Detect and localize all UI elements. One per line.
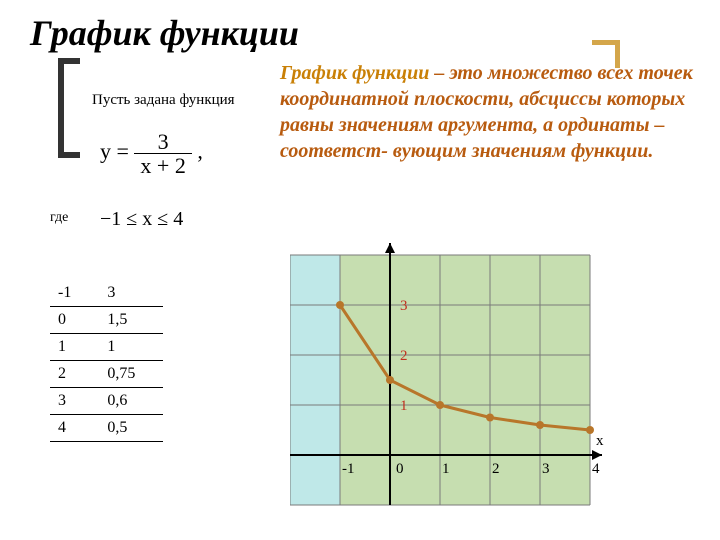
svg-text:2: 2 bbox=[492, 461, 500, 477]
intro-text: Пусть задана функция bbox=[92, 92, 235, 109]
formula-fraction: 3 x + 2 bbox=[134, 130, 191, 177]
table-cell-x: -1 bbox=[50, 280, 99, 307]
table-row: -13 bbox=[50, 280, 163, 307]
svg-text:1: 1 bbox=[442, 461, 450, 477]
table-row: 11 bbox=[50, 334, 163, 361]
formula-denominator: x + 2 bbox=[134, 154, 191, 177]
table-row: 01,5 bbox=[50, 307, 163, 334]
value-table: -1301,51120,7530,640,5 bbox=[50, 280, 163, 442]
table-cell-x: 0 bbox=[50, 307, 99, 334]
definition-lead: График функции bbox=[280, 62, 429, 84]
table-cell-x: 1 bbox=[50, 334, 99, 361]
decor-bracket bbox=[58, 58, 80, 158]
domain-range: −1 ≤ x ≤ 4 bbox=[100, 208, 183, 231]
table-cell-y: 1 bbox=[99, 334, 163, 361]
definition-text: График функции – это множество всех точе… bbox=[280, 60, 700, 164]
svg-text:x: x bbox=[596, 433, 604, 449]
chart: -1 0 1 2 3 4 1 2 3 x bbox=[290, 235, 690, 525]
formula: y = 3 x + 2 , bbox=[100, 130, 203, 177]
table-row: 20,75 bbox=[50, 361, 163, 388]
svg-text:2: 2 bbox=[400, 348, 408, 364]
svg-text:3: 3 bbox=[542, 461, 550, 477]
table-cell-y: 3 bbox=[99, 280, 163, 307]
formula-numerator: 3 bbox=[134, 130, 191, 154]
svg-text:4: 4 bbox=[592, 461, 600, 477]
table-cell-x: 2 bbox=[50, 361, 99, 388]
svg-text:-1: -1 bbox=[342, 461, 355, 477]
where-label: где bbox=[50, 210, 68, 226]
page-title: График функции bbox=[30, 12, 299, 54]
table-cell-y: 0,5 bbox=[99, 415, 163, 442]
table-cell-y: 1,5 bbox=[99, 307, 163, 334]
table-cell-y: 0,75 bbox=[99, 361, 163, 388]
table-row: 30,6 bbox=[50, 388, 163, 415]
table-row: 40,5 bbox=[50, 415, 163, 442]
svg-text:1: 1 bbox=[400, 398, 408, 414]
formula-lhs: y = bbox=[100, 139, 129, 164]
svg-text:0: 0 bbox=[396, 461, 404, 477]
table-cell-x: 4 bbox=[50, 415, 99, 442]
svg-text:3: 3 bbox=[400, 298, 408, 314]
table-cell-y: 0,6 bbox=[99, 388, 163, 415]
table-cell-x: 3 bbox=[50, 388, 99, 415]
formula-tail: , bbox=[197, 139, 203, 164]
